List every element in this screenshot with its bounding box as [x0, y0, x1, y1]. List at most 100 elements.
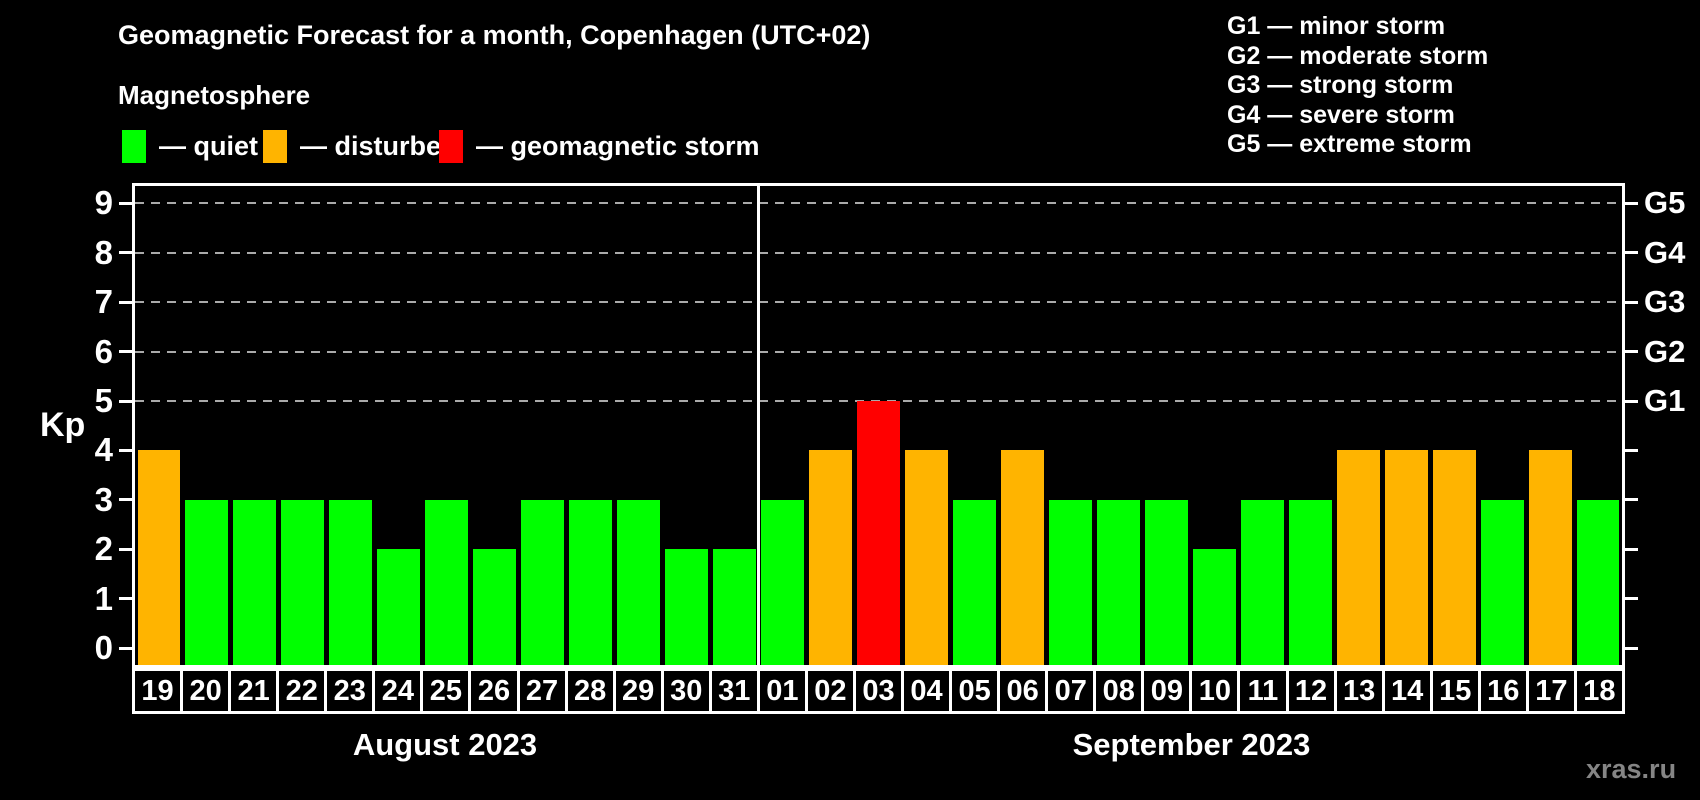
day-label-box-10: 10: [1189, 668, 1241, 714]
gridline-kp7: [135, 301, 1622, 304]
kp-bar-day-18: [1576, 499, 1620, 665]
g2-legend-line: G2 — moderate storm: [1227, 41, 1489, 70]
day-label-box-15: 15: [1429, 668, 1481, 714]
y-axis-tick-label-5: 5: [94, 382, 113, 419]
page-title: Geomagnetic Forecast for a month, Copenh…: [118, 20, 871, 50]
y-axis-tick-left-1: [119, 597, 132, 601]
y-axis-tick-label-7: 7: [94, 283, 113, 321]
day-label-box-14: 14: [1381, 668, 1433, 714]
y-axis-tick-right-9: [1625, 201, 1638, 205]
day-label-box-07: 07: [1045, 668, 1097, 714]
right-axis-label-g2: G2: [1644, 333, 1686, 369]
gridline-kp9: [135, 202, 1622, 205]
g3-legend-line: G3 — strong storm: [1227, 71, 1454, 99]
kp-bar-day-13: [1336, 450, 1380, 665]
day-label-box-25: 25: [420, 668, 472, 714]
day-label-box-02: 02: [804, 668, 856, 714]
y-axis-tick-label-4: 4: [94, 431, 113, 469]
kp-bar-day-25: [425, 499, 469, 665]
y-axis-tick-left-3: [119, 498, 132, 502]
day-label-box-17: 17: [1525, 668, 1577, 714]
day-label-box-11: 11: [1237, 668, 1289, 714]
g5-legend-line: G5 — extreme storm: [1227, 130, 1472, 158]
legend-item-disturbed: — disturbed: [263, 129, 458, 163]
day-label-box-30: 30: [660, 668, 712, 714]
y-axis-tick-label-3: 3: [94, 480, 113, 518]
y-axis-tick-left-5: [119, 399, 132, 403]
kp-bar-day-30: [665, 549, 709, 665]
y-axis-tick-left-4: [119, 448, 132, 452]
right-axis-label-g3: G3: [1644, 284, 1686, 320]
y-axis-tick-right-5: [1625, 399, 1638, 403]
kp-bar-day-06: [1000, 450, 1044, 665]
y-axis-tick-right-3: [1625, 498, 1638, 502]
right-axis-label-g1: G1: [1644, 383, 1686, 418]
y-axis-tick-right-1: [1625, 597, 1638, 601]
kp-bar-day-12: [1288, 499, 1332, 665]
day-label-box-24: 24: [372, 668, 424, 714]
day-label-box-29: 29: [612, 668, 664, 714]
plot-inner: G1 G2 G3 G4 G5 0 1 2 3 4 5 6 7 8 9: [95, 184, 1686, 666]
g1-legend-line: G1 — minor storm: [1227, 12, 1446, 40]
kp-bar-day-26: [473, 549, 517, 665]
y-axis-tick-right-2: [1625, 547, 1638, 551]
day-label-box-16: 16: [1477, 668, 1529, 714]
month-divider: [757, 186, 761, 665]
kp-bar-day-22: [281, 499, 325, 665]
kp-bar-day-29: [617, 499, 661, 665]
gridline-kp8: [135, 251, 1622, 254]
day-label-box-03: 03: [852, 668, 904, 714]
day-label-box-21: 21: [228, 668, 280, 714]
right-axis-label-g5: G5: [1644, 185, 1686, 221]
kp-bar-day-09: [1144, 499, 1188, 665]
kp-bar-day-27: [521, 499, 565, 665]
kp-bar-day-07: [1048, 499, 1092, 665]
kp-bar-day-23: [329, 499, 373, 665]
y-axis-tick-left-7: [119, 300, 132, 304]
day-label-box-08: 08: [1093, 668, 1145, 714]
plot-area: G1 G2 G3 G4 G5 0 1 2 3 4 5 6 7 8 9: [95, 183, 1686, 668]
kp-bar-day-28: [569, 499, 613, 665]
month-label-august: August 2023: [352, 727, 538, 762]
kp-bar-day-15: [1432, 450, 1476, 665]
kp-bar-day-21: [233, 499, 277, 665]
watermark-xras: xras.ru: [1586, 754, 1677, 784]
kp-bar-day-05: [952, 499, 996, 665]
legend-item-quiet: — quiet: [122, 129, 258, 163]
y-axis-title-kp: Kp: [40, 406, 86, 444]
day-label-box-28: 28: [564, 668, 616, 714]
kp-bar-day-08: [1096, 499, 1140, 665]
y-axis-tick-left-0: [119, 646, 132, 650]
kp-bar-day-10: [1192, 549, 1236, 665]
day-label-box-23: 23: [324, 668, 376, 714]
y-axis-tick-label-2: 2: [94, 530, 113, 568]
g4-legend-line: G4 — severe storm: [1227, 100, 1455, 129]
y-axis-tick-right-6: [1625, 350, 1638, 354]
day-label-box-06: 06: [997, 668, 1049, 714]
day-label-row: 19 20 21 22 23 24 25 26 27 28 29 30 31 01 02 03 04 05 06 07…: [132, 668, 1625, 714]
y-axis-tick-left-2: [119, 547, 132, 551]
y-axis-tick-left-6: [119, 350, 132, 354]
y-axis-tick-right-8: [1625, 251, 1638, 255]
gridline-kp6: [135, 350, 1622, 353]
y-axis-tick-right-4: [1625, 448, 1638, 452]
kp-bar-day-20: [185, 499, 229, 665]
kp-bar-day-02: [809, 450, 852, 665]
kp-bar-day-14: [1384, 450, 1428, 665]
day-label-box-09: 09: [1141, 668, 1193, 714]
day-label-box-05: 05: [949, 668, 1001, 714]
month-label-september: September 2023: [1072, 727, 1311, 762]
kp-bar-day-16: [1480, 499, 1524, 665]
day-label-box-12: 12: [1285, 668, 1337, 714]
quiet-swatch-icon: [122, 129, 146, 163]
y-axis-tick-right-7: [1625, 300, 1638, 304]
kp-bar-day-19: [137, 450, 181, 665]
legend-item-storm: — geomagnetic storm: [439, 129, 760, 163]
day-label-box-13: 13: [1333, 668, 1385, 714]
g-scale-legend: G1 — minor storm G2 — moderate storm G3 …: [1227, 12, 1488, 160]
y-axis-tick-label-8: 8: [94, 233, 113, 271]
kp-bar-day-01: [761, 499, 805, 665]
y-axis-tick-label-0: 0: [94, 629, 113, 666]
kp-bar-day-11: [1240, 499, 1284, 665]
